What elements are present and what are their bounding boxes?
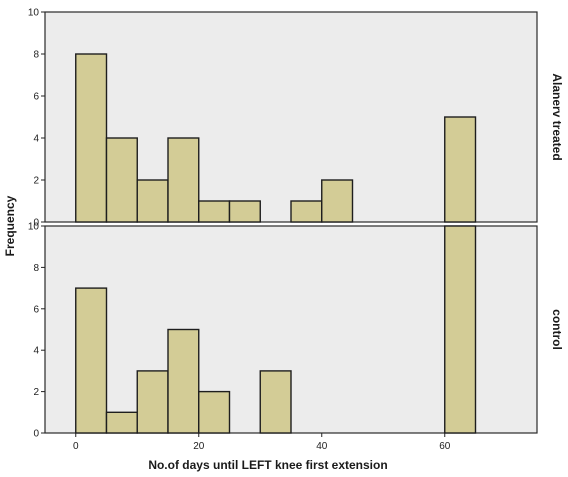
histogram-bar <box>167 328 200 434</box>
histogram-bar <box>228 200 261 223</box>
y-tick-label: 10 <box>28 8 40 19</box>
histogram-bar <box>136 370 169 434</box>
y-tick-label: 10 <box>28 222 40 233</box>
y-axis-title: Frequency <box>3 195 17 256</box>
histogram-bar <box>105 137 138 223</box>
y-tick-label: 2 <box>33 387 39 398</box>
facet-label: Alanerv treated <box>550 73 564 160</box>
y-tick-label: 8 <box>33 50 39 61</box>
histogram-bar <box>198 390 231 434</box>
y-tick-label: 4 <box>33 346 39 357</box>
histogram-bar <box>75 53 108 223</box>
x-axis-title: No.of days until LEFT knee first extensi… <box>148 458 387 472</box>
histogram-bar <box>105 411 138 434</box>
x-tick-label: 60 <box>439 441 451 452</box>
y-tick-label: 0 <box>33 429 39 440</box>
histogram-bar <box>259 370 292 434</box>
panels-layer: 0 2 4 6 8 10 Alanerv treated 0 2 4 6 8 10 control 0 20 4… <box>28 8 564 453</box>
histogram-bar <box>444 225 477 434</box>
y-tick-label: 0 <box>33 218 39 229</box>
panel-1: 0 2 4 6 8 10 Alanerv treated <box>28 8 564 229</box>
histogram-bar <box>75 287 108 434</box>
histogram-bar <box>198 200 231 223</box>
facet-label: control <box>550 309 564 350</box>
y-tick-label: 6 <box>33 92 39 103</box>
y-tick-label: 4 <box>33 134 39 145</box>
panel-2: 0 2 4 6 8 10 control <box>28 222 564 440</box>
histogram-bar <box>321 179 354 223</box>
x-tick-label: 40 <box>316 441 328 452</box>
x-tick-label: 20 <box>193 441 205 452</box>
y-tick-label: 2 <box>33 176 39 187</box>
x-tick-label: 0 <box>73 441 79 452</box>
histogram-bar <box>167 137 200 223</box>
histogram-bar <box>444 116 477 223</box>
histogram-bar <box>136 179 169 223</box>
y-tick-label: 8 <box>33 263 39 274</box>
histogram-bar <box>290 200 323 223</box>
y-tick-label: 6 <box>33 304 39 315</box>
